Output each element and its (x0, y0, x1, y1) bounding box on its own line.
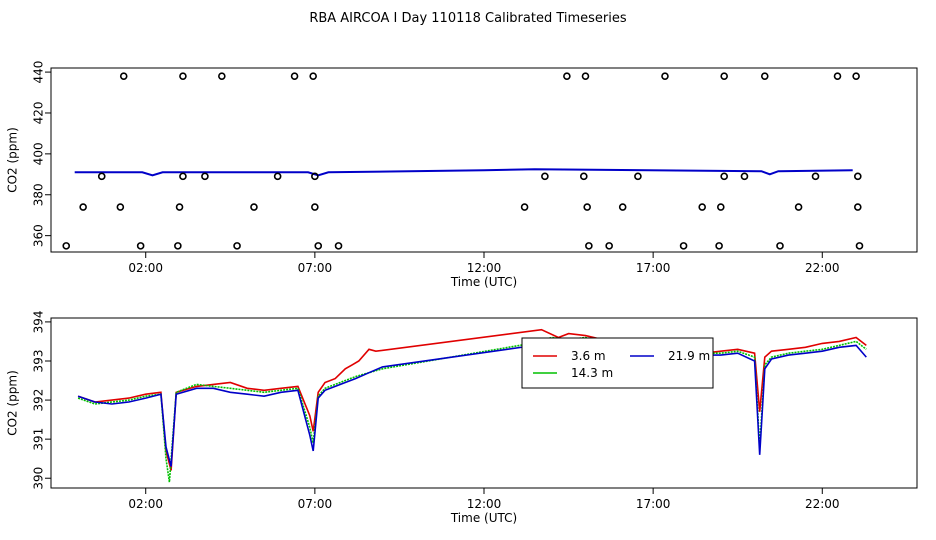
scatter-point (605, 242, 613, 250)
y-axis-label: CO2 (ppm) (6, 370, 20, 436)
scatter-point (314, 242, 323, 250)
scatter-point (811, 172, 820, 181)
x-tick-label: 12:00 (467, 261, 502, 275)
y-tick-label: 390 (32, 467, 46, 490)
y-tick-label: 380 (32, 183, 46, 206)
scatter-point (273, 172, 282, 181)
y-tick-label: 400 (32, 142, 46, 165)
x-tick-label: 17:00 (636, 261, 671, 275)
legend-label: 14.3 m (571, 366, 613, 380)
x-tick-label: 22:00 (805, 261, 840, 275)
scatter-point (79, 203, 87, 211)
series-line (77, 336, 867, 483)
plot-frame (50, 317, 918, 489)
scatter-point (716, 203, 725, 211)
x-tick-label: 02:00 (128, 261, 163, 275)
y-axis-label: CO2 (ppm) (6, 127, 20, 193)
y-tick-label: 393 (32, 350, 46, 373)
scatter-point (698, 203, 706, 211)
scatter-point (179, 72, 187, 80)
scatter-point (311, 203, 319, 211)
scatter-point (715, 242, 723, 250)
scatter-point (250, 203, 258, 211)
legend-label: 21.9 m (668, 349, 710, 363)
scatter-point (218, 72, 226, 80)
scatter-point (520, 203, 529, 211)
scatter-point (720, 72, 728, 80)
x-tick-label: 22:00 (805, 497, 840, 511)
x-tick-label: 02:00 (128, 497, 163, 511)
y-tick-label: 392 (32, 389, 46, 412)
scatter-point (740, 172, 749, 181)
scatter-point (175, 203, 184, 211)
scatter-point (661, 72, 669, 80)
scatter-point (720, 172, 728, 181)
scatter-point (854, 172, 862, 181)
scatter-point (833, 72, 842, 80)
scatter-point (311, 172, 319, 181)
scatter-point (136, 242, 145, 250)
scatter-point (760, 72, 769, 80)
scatter-point (116, 203, 125, 211)
legend-box (521, 337, 714, 389)
scatter-point (794, 203, 803, 211)
scatter-point (290, 72, 299, 80)
scatter-point (563, 72, 571, 80)
x-tick-label: 17:00 (636, 497, 671, 511)
scatter-point (97, 172, 106, 181)
series-line (77, 328, 867, 471)
scatter-point (776, 242, 784, 250)
series-line (77, 340, 867, 467)
series-line (74, 168, 853, 177)
plot-frame (50, 67, 918, 253)
scatter-point (854, 203, 862, 211)
y-tick-label: 394 (32, 310, 46, 333)
y-tick-label: 360 (32, 224, 46, 247)
y-tick-label: 420 (32, 102, 46, 125)
y-tick-label: 440 (32, 61, 46, 84)
x-tick-label: 07:00 (298, 261, 333, 275)
scatter-point (852, 72, 860, 80)
scatter-point (334, 242, 343, 250)
panel-top-scatter: 02:00 07:00 12:00 17:00 22:00 360 380 400 420 440… (6, 61, 918, 289)
scatter-point (201, 172, 209, 181)
legend-label: 3.6 m (571, 349, 606, 363)
x-axis-label: Time (UTC) (450, 275, 517, 289)
scatter-point (62, 242, 71, 250)
scatter-point (179, 172, 187, 181)
scatter-point (541, 172, 549, 181)
x-tick-label: 07:00 (298, 497, 333, 511)
scatter-point (618, 203, 627, 211)
panel-bottom-line: 02:00 07:00 12:00 17:00 22:00 390 391 392 393 394… (6, 310, 918, 525)
scatter-point (583, 203, 591, 211)
scatter-point (679, 242, 688, 250)
scatter-point (855, 242, 864, 250)
scatter-point (585, 242, 593, 250)
scatter-point (119, 72, 128, 80)
x-tick-label: 12:00 (467, 497, 502, 511)
legend: 3.6 m 14.3 m 21.9 m (521, 337, 714, 389)
chart-title: RBA AIRCOA I Day 110118 Calibrated Times… (309, 11, 627, 26)
scatter-point (579, 172, 588, 181)
scatter-point (634, 172, 642, 181)
scatter-point (309, 72, 317, 80)
scatter-point (174, 242, 182, 250)
scatter-point (233, 242, 241, 250)
x-axis-label: Time (UTC) (450, 511, 517, 525)
scatter-point (581, 72, 590, 80)
y-tick-label: 391 (32, 428, 46, 451)
